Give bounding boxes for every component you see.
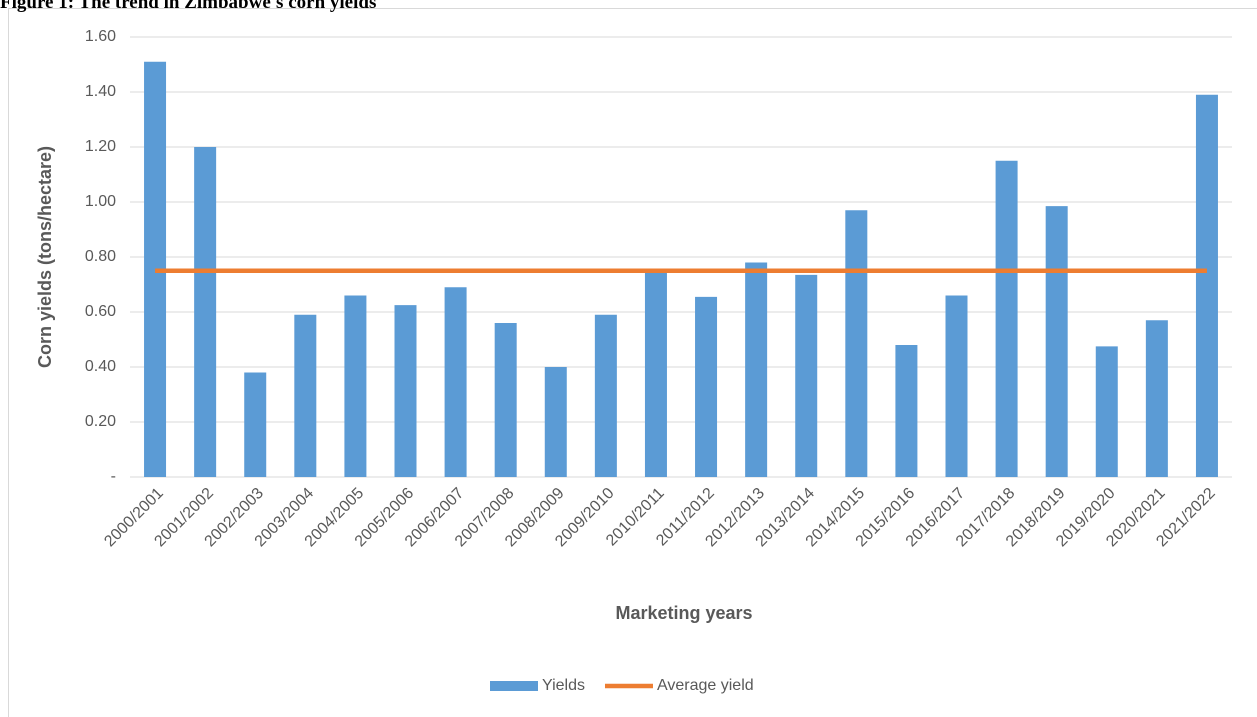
- bar: [494, 323, 517, 477]
- x-axis-title: Marketing years: [615, 603, 752, 623]
- chart-title: Figure 1: The trend in Zimbabwe's corn y…: [0, 0, 376, 13]
- bar: [244, 372, 267, 477]
- bar: [1195, 94, 1218, 477]
- y-tick-label: 0.40: [85, 358, 116, 375]
- bar: [444, 287, 467, 477]
- y-tick-label: 1.40: [85, 83, 116, 100]
- y-tick-label: 1.00: [85, 193, 116, 210]
- y-tick-label: 0.60: [85, 303, 116, 320]
- bar: [695, 296, 718, 477]
- bar: [895, 345, 918, 477]
- bar: [795, 274, 818, 477]
- bar: [544, 367, 567, 477]
- bar: [344, 295, 367, 477]
- legend-swatch: [490, 681, 538, 691]
- bar: [745, 262, 768, 477]
- bar: [644, 270, 667, 477]
- bar: [294, 314, 317, 477]
- bar: [594, 314, 617, 477]
- legend-label: Yields: [542, 677, 585, 694]
- y-tick-label: 1.20: [85, 138, 116, 155]
- bar: [194, 147, 217, 477]
- bar: [1095, 346, 1118, 477]
- bar: [1045, 206, 1068, 477]
- bar: [394, 305, 417, 477]
- y-tick-label: 0.20: [85, 413, 116, 430]
- bar: [845, 210, 868, 477]
- legend-label: Average yield: [657, 677, 754, 694]
- y-tick-label: -: [111, 468, 116, 485]
- y-tick-label: 1.60: [85, 28, 116, 45]
- bar: [1145, 320, 1168, 477]
- bar: [995, 160, 1018, 477]
- y-tick-label: 0.80: [85, 248, 116, 265]
- bar: [945, 295, 968, 477]
- y-axis-title: Corn yields (tons/hectare): [35, 146, 55, 368]
